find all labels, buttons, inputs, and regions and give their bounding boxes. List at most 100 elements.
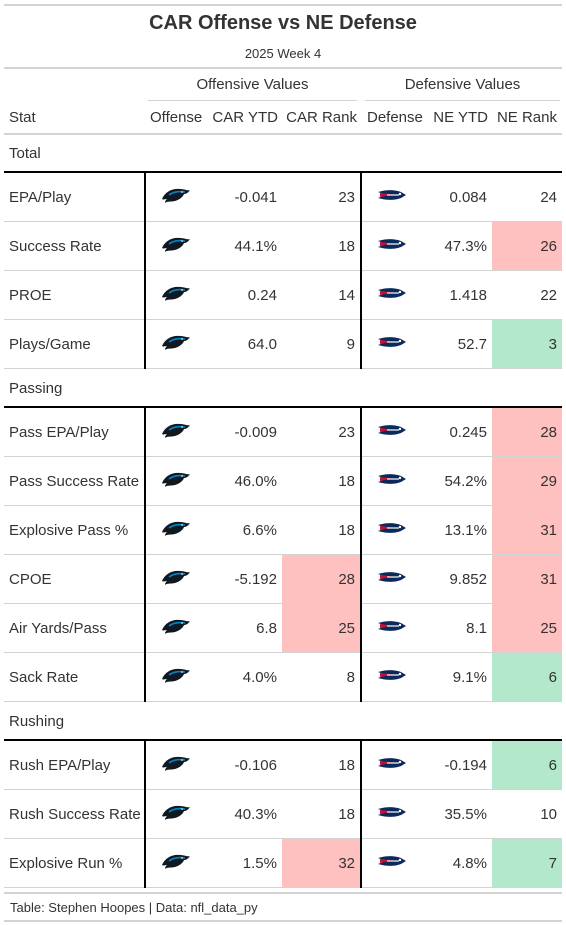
spanner-defensive-values: Defensive Values [404,76,521,93]
col-header-car-rank: CAR Rank [286,109,357,126]
car-rank-value: 18 [338,472,355,490]
table-row: Rush Success Rate 40.3% 18 35.5% 10 [4,790,562,839]
group-rule [4,739,562,741]
ne-rank-value: 10 [540,805,557,823]
panthers-logo-icon [161,666,191,688]
offense-logo-cell [146,790,206,838]
panthers-logo-icon [161,421,191,443]
stat-name: Rush EPA/Play [9,756,111,774]
spanner-offensive-underline [148,100,357,101]
ne-rank-value: 6 [492,653,562,701]
table-row: Sack Rate 4.0% 8 9.1% 6 [4,653,562,702]
car-ytd-value: 1.5% [242,854,277,872]
defense-logo-cell [362,408,422,456]
ne-rank-value: 24 [540,188,557,206]
patriots-logo-icon [377,754,407,776]
offense-logo-cell [146,173,206,221]
offense-logo-cell [146,506,206,554]
ne-rank-value: 3 [492,320,562,368]
car-ytd-value: 6.8 [256,619,277,637]
car-rank-value: 18 [338,237,355,255]
car-rank-value: 32 [282,839,360,887]
panthers-logo-icon [161,333,191,355]
patriots-logo-icon [377,617,407,639]
stat-name: Plays/Game [9,335,91,353]
table-row: Explosive Pass % 6.6% 18 13.1% 31 [4,506,562,555]
offense-divider [144,457,146,506]
col-header-car-ytd: CAR YTD [212,109,278,126]
offense-divider [144,790,146,839]
stat-name: Explosive Run % [9,854,123,872]
offense-logo-cell [146,555,206,603]
table-row: Air Yards/Pass 6.8 25 8.1 25 [4,604,562,653]
panthers-logo-icon [161,617,191,639]
car-rank-value: 9 [346,335,355,353]
offense-divider [144,173,146,222]
offense-divider [144,320,146,369]
defense-divider [360,741,362,790]
offense-logo-cell [146,839,206,887]
offense-logo-cell [146,604,206,652]
car-rank-value: 23 [338,188,355,206]
car-ytd-value: 0.24 [247,286,277,304]
car-ytd-value: -5.192 [234,570,277,588]
stat-name: Pass EPA/Play [9,423,109,441]
panthers-logo-icon [161,754,191,776]
stat-name: Sack Rate [9,668,79,686]
defense-divider [360,790,362,839]
ne-ytd-value: -0.194 [444,756,487,774]
patriots-logo-icon [377,284,407,306]
group-header-passing: Passing [9,379,63,397]
table-row: PROE 0.24 14 1.418 22 [4,271,562,320]
patriots-logo-icon [377,186,407,208]
stat-name: PROE [9,286,52,304]
defense-divider [360,555,362,604]
car-ytd-value: 6.6% [242,521,277,539]
ne-ytd-value: 13.1% [444,521,487,539]
defense-divider [360,173,362,222]
table-footer: Table: Stephen Hoopes | Data: nfl_data_p… [10,900,258,915]
defense-logo-cell [362,741,422,789]
panthers-logo-icon [161,284,191,306]
table-row: Pass EPA/Play -0.009 23 0.245 28 [4,408,562,457]
table-row: Explosive Run % 1.5% 32 4.8% 7 [4,839,562,888]
table-row: Plays/Game 64.0 9 52.7 3 [4,320,562,369]
table-row: Success Rate 44.1% 18 47.3% 26 [4,222,562,271]
ne-ytd-value: 1.418 [449,286,487,304]
top-rule [4,4,562,6]
defense-logo-cell [362,555,422,603]
table-row: CPOE -5.192 28 9.852 31 [4,555,562,604]
ne-rank-value: 31 [492,506,562,554]
defense-divider [360,506,362,555]
patriots-logo-icon [377,803,407,825]
car-ytd-value: 64.0 [247,335,277,353]
defense-logo-cell [362,790,422,838]
ne-ytd-value: 9.1% [452,668,487,686]
offense-divider [144,222,146,271]
ne-ytd-value: 52.7 [457,335,487,353]
col-header-offense: Offense [150,109,203,126]
offense-divider [144,839,146,888]
defense-logo-cell [362,320,422,368]
stat-name: Explosive Pass % [9,521,129,539]
col-header-ne-ytd: NE YTD [433,109,488,126]
stat-name: EPA/Play [9,188,72,206]
ne-ytd-value: 0.084 [449,188,487,206]
car-rank-value: 18 [338,521,355,539]
ne-ytd-value: 4.8% [452,854,487,872]
group-rule [4,406,562,408]
car-rank-value: 14 [338,286,355,304]
defense-logo-cell [362,271,422,319]
stat-name: Success Rate [9,237,102,255]
defense-logo-cell [362,839,422,887]
spanner-defensive-underline [365,100,560,101]
patriots-logo-icon [377,568,407,590]
ne-rank-value: 31 [492,555,562,603]
col-header-stat: Stat [9,109,36,126]
defense-divider [360,222,362,271]
offense-logo-cell [146,457,206,505]
col-header-defense: Defense [367,109,423,126]
offense-logo-cell [146,271,206,319]
car-ytd-value: 44.1% [234,237,277,255]
ne-ytd-value: 35.5% [444,805,487,823]
